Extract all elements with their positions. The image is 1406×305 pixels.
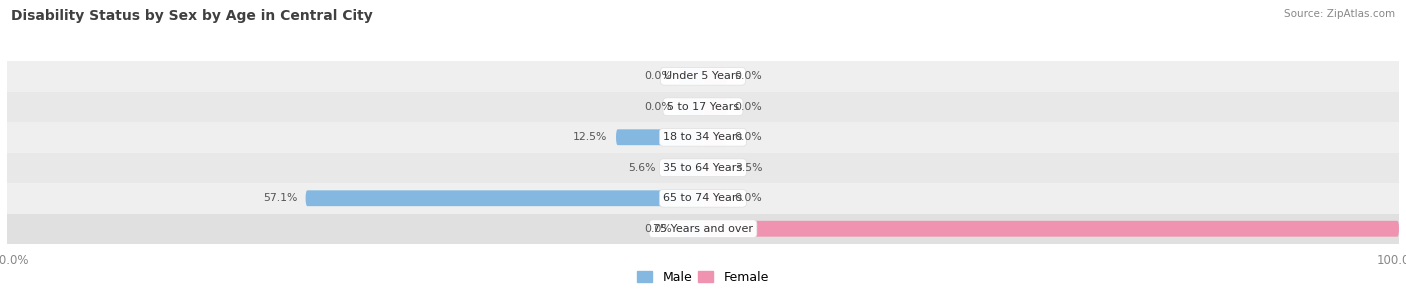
FancyBboxPatch shape: [703, 68, 727, 84]
Text: 5.6%: 5.6%: [628, 163, 655, 173]
Text: Disability Status by Sex by Age in Central City: Disability Status by Sex by Age in Centr…: [11, 9, 373, 23]
Bar: [7, 92, 1399, 122]
FancyBboxPatch shape: [305, 190, 703, 206]
Text: 35 to 64 Years: 35 to 64 Years: [664, 163, 742, 173]
FancyBboxPatch shape: [703, 160, 727, 176]
Bar: [7, 152, 1399, 183]
FancyBboxPatch shape: [679, 99, 703, 115]
Text: 0.0%: 0.0%: [734, 193, 762, 203]
Text: 0.0%: 0.0%: [734, 102, 762, 112]
Bar: [7, 214, 1399, 244]
Text: 0.0%: 0.0%: [644, 71, 672, 81]
FancyBboxPatch shape: [679, 221, 703, 237]
Bar: [7, 61, 1399, 92]
FancyBboxPatch shape: [664, 160, 703, 176]
FancyBboxPatch shape: [703, 190, 727, 206]
Bar: [7, 122, 1399, 152]
Text: Under 5 Years: Under 5 Years: [665, 71, 741, 81]
Text: 0.0%: 0.0%: [734, 132, 762, 142]
Text: 18 to 34 Years: 18 to 34 Years: [664, 132, 742, 142]
Bar: [7, 183, 1399, 214]
Text: 0.0%: 0.0%: [644, 224, 672, 234]
Legend: Male, Female: Male, Female: [633, 266, 773, 289]
FancyBboxPatch shape: [703, 221, 1399, 237]
Text: 0.0%: 0.0%: [644, 102, 672, 112]
Text: Source: ZipAtlas.com: Source: ZipAtlas.com: [1284, 9, 1395, 19]
Text: 65 to 74 Years: 65 to 74 Years: [664, 193, 742, 203]
Text: 0.0%: 0.0%: [734, 71, 762, 81]
Text: 75 Years and over: 75 Years and over: [652, 224, 754, 234]
FancyBboxPatch shape: [703, 99, 727, 115]
FancyBboxPatch shape: [703, 129, 727, 145]
Text: 3.5%: 3.5%: [735, 163, 763, 173]
FancyBboxPatch shape: [616, 129, 703, 145]
Text: 5 to 17 Years: 5 to 17 Years: [666, 102, 740, 112]
Text: 12.5%: 12.5%: [574, 132, 607, 142]
Text: 57.1%: 57.1%: [263, 193, 297, 203]
FancyBboxPatch shape: [679, 68, 703, 84]
